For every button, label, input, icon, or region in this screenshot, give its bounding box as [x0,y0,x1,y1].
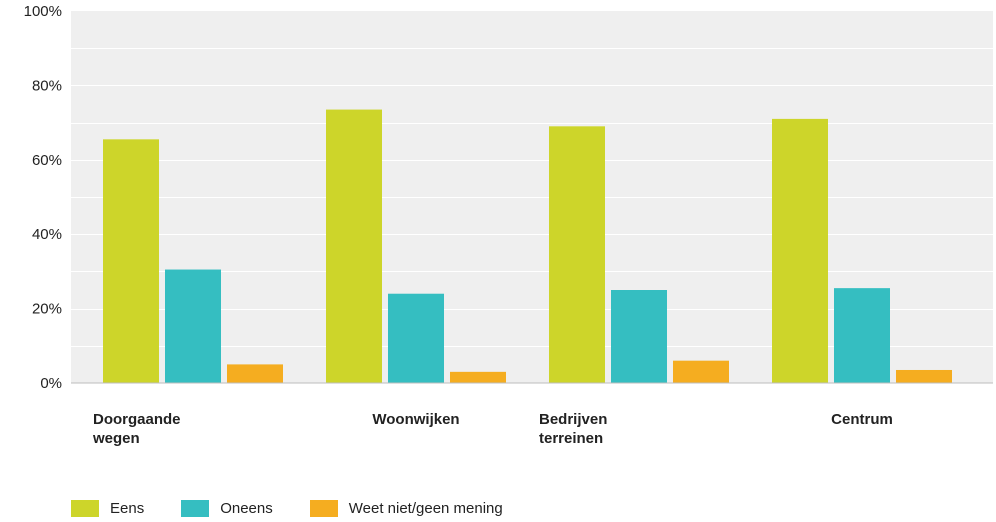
legend-label-weet-niet: Weet niet/geen mening [348,500,503,517]
y-tick-label: 80% [32,77,62,94]
category-label: Doorgaande wegen [92,411,181,447]
category-labels: Doorgaande wegen Woonwijken Bedrijven terrei… [92,411,893,447]
bar-weet-niet-geen-mening-2 [673,360,729,383]
legend-swatch-weet-niet [309,500,338,517]
bars [103,109,952,383]
y-tick-label: 0% [40,375,62,392]
legend-label-eens: Eens [110,500,145,517]
category-label-line: wegen [92,430,140,447]
category-label: Bedrijven terreinen [539,411,607,447]
legend-label-oneens: Oneens [220,500,273,517]
bar-weet-niet-geen-mening-0 [227,364,283,383]
category-label-line: Bedrijven [539,411,607,428]
bar-eens-1 [326,109,382,383]
bar-weet-niet-geen-mening-3 [896,369,952,383]
gridlines [71,48,993,347]
legend: Eens Oneens Weet niet/geen mening [71,500,540,517]
legend-item-weet-niet: Weet niet/geen mening [309,500,503,517]
legend-item-oneens: Oneens [181,500,273,517]
bar-eens-0 [103,139,159,383]
category-label-line: terreinen [539,430,603,447]
category-label-line: Centrum [831,411,893,428]
category-label-line: Doorgaande [93,411,181,428]
legend-swatch-oneens [181,500,210,517]
bar-oneens-3 [834,288,890,383]
y-tick-label: 60% [32,152,62,169]
legend-item-eens: Eens [71,500,144,517]
y-axis-ticks: 0% 20% 40% 60% 80% 100% [24,3,62,392]
bar-weet-niet-geen-mening-1 [450,371,506,383]
legend-swatch-eens [71,500,99,517]
bar-oneens-0 [165,269,221,383]
category-label-line: Woonwijken [372,411,459,428]
y-tick-label: 100% [24,3,62,20]
bar-oneens-1 [388,293,444,383]
y-tick-label: 40% [32,226,62,243]
bar-oneens-2 [611,290,667,383]
bar-eens-2 [549,126,605,383]
bar-eens-3 [772,118,828,383]
category-label: Woonwijken [372,411,459,428]
category-label: Centrum [831,411,893,428]
y-tick-label: 20% [32,301,62,318]
